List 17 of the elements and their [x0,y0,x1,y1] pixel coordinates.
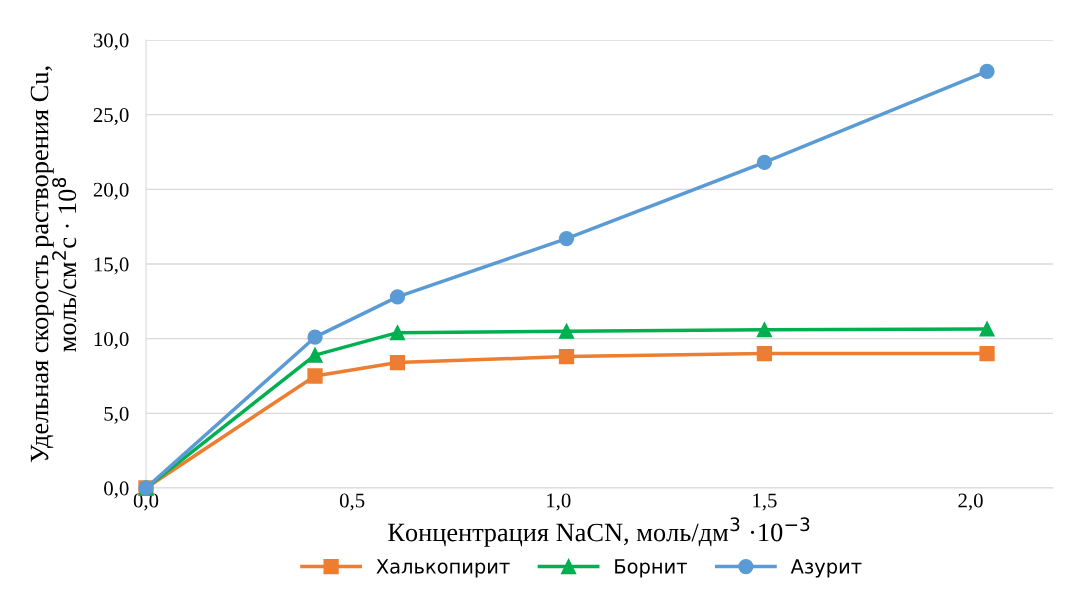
y-tick-label: 15,0 [94,257,129,275]
x-tick-label: 2,0 [958,493,983,511]
y-tick-label: 30,0 [93,33,129,51]
x-tick-label: 0,5 [339,493,365,511]
x-tick-label: 0,0 [133,493,159,511]
y-tick-label: 20,0 [93,182,129,200]
legend-label: Борнит [615,559,687,578]
x-axis-title: Концентрация NaCN, моль/дм$^{3}$ ·10$^{−3}$ [388,517,810,547]
y-tick-label: 25,0 [93,108,129,126]
y-tick-label: 10,0 [94,332,129,350]
legend-label: Халькопирит [376,559,510,578]
x-tick-label: 1,0 [547,493,571,511]
y-tick-label: 5,0 [104,406,129,424]
legend-label: Азурит [790,559,862,578]
x-tick-label: 1,5 [753,493,777,511]
y-tick-label: 0,0 [104,481,129,499]
y-axis-title: Удельная скорость растворения Cu, моль/см$^{2}$с · 10$^{8}$ [30,66,77,463]
